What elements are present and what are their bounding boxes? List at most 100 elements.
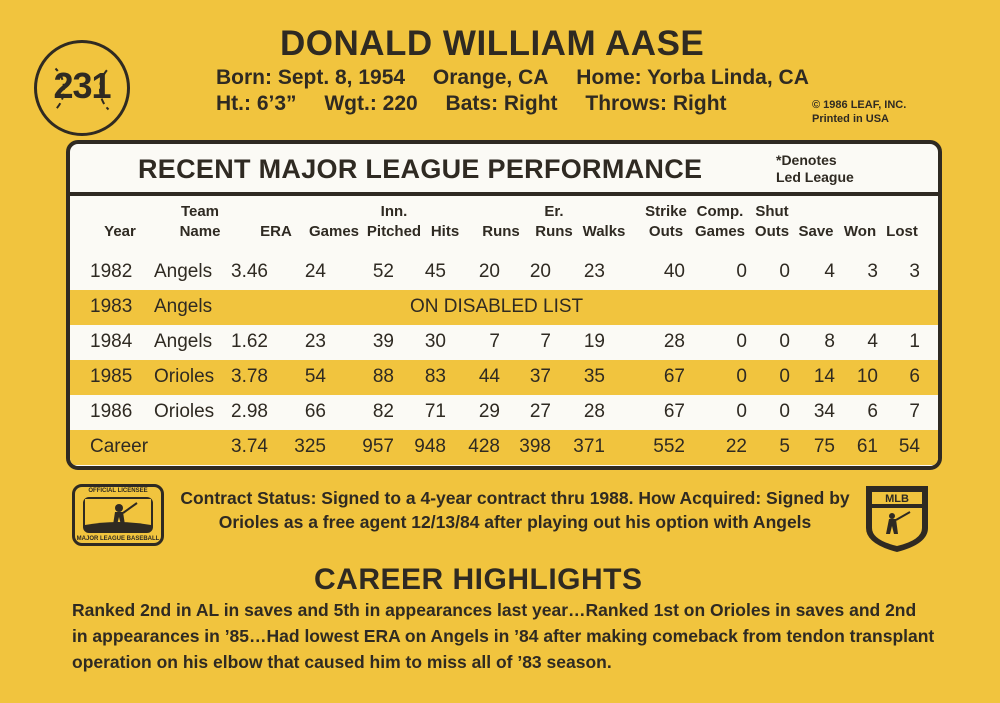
table-cell: 0 — [736, 401, 747, 422]
column-header-line-1: Team — [180, 203, 220, 220]
born: Born: Sept. 8, 1954 — [216, 66, 406, 89]
table-cell: Angels — [154, 261, 213, 282]
seam-right — [99, 59, 159, 119]
column-header-line-2: ERA — [260, 223, 292, 240]
column-header: Won — [820, 202, 900, 242]
table-cell: Orioles — [154, 366, 215, 387]
table-row: 1982 Angels 3.46 24 52 45 20 20 23 40 0 0 4 3 3 — [70, 255, 938, 290]
denotes-line: *Denotes — [776, 152, 837, 168]
table-cell: 1986 — [90, 401, 133, 422]
printed-line: Printed in USA — [812, 113, 890, 125]
table-cell: 66 — [304, 401, 326, 422]
column-header-line-1 — [80, 202, 160, 222]
highlights-text: Ranked 2nd in AL in saves and 5th in app… — [72, 600, 935, 672]
table-cell: 28 — [583, 401, 605, 422]
table-cell: 0 — [779, 331, 790, 352]
throws: Throws: Right — [585, 92, 727, 115]
table-cell: 5 — [779, 436, 790, 457]
table-row: 1984 Angels 1.62 23 39 30 7 7 19 28 0 0 8 4 1 — [70, 325, 938, 360]
table-cell: 35 — [583, 366, 605, 387]
table-cell: 30 — [424, 331, 446, 352]
table-row: Career 3.74 325 957 948 428 398 371 552 22 5 75 61 54 — [70, 430, 938, 465]
table-cell: 0 — [779, 261, 790, 282]
column-header: Strike Outs — [626, 202, 706, 242]
table-cell: 54 — [898, 436, 920, 457]
table-cell: 0 — [736, 331, 747, 352]
table-cell: 20 — [478, 261, 500, 282]
column-header: Runs — [461, 202, 541, 242]
table-cell: 82 — [372, 401, 394, 422]
table-cell: Career — [90, 436, 149, 457]
table-cell: 23 — [583, 261, 605, 282]
column-header: ERA — [236, 202, 316, 242]
column-header-line-1: Er. — [544, 203, 564, 220]
table-cell: 0 — [736, 366, 747, 387]
table-cell: 14 — [813, 366, 835, 387]
copyright: © 1986 LEAF, INC. Printed in USA — [812, 98, 906, 126]
table-cell: 39 — [372, 331, 394, 352]
bio-line-1: Born: Sept. 8, 1954 Orange, CA Home: Yor… — [216, 66, 831, 90]
table-cell: 61 — [856, 436, 878, 457]
table-cell: 7 — [540, 331, 551, 352]
column-header-line-2: Runs — [535, 223, 573, 240]
table-cell: 88 — [372, 366, 394, 387]
column-header-line-2: Outs — [754, 223, 790, 240]
column-header-line-2: Won — [843, 223, 877, 240]
table-cell: 3.78 — [231, 366, 268, 387]
table-cell: 325 — [294, 436, 326, 457]
table-cell: 0 — [736, 261, 747, 282]
table-cell: 10 — [856, 366, 878, 387]
column-header-line-2: Hits — [430, 223, 460, 240]
disabled-list-note: ON DISABLED LIST — [410, 296, 584, 317]
table-cell: Angels — [154, 331, 213, 352]
column-header-line-2: Pitched — [366, 223, 422, 240]
birthplace: Orange, CA — [432, 66, 549, 89]
column-header-line-2: Name — [179, 223, 221, 240]
table-cell: Orioles — [154, 401, 215, 422]
table-cell: 45 — [424, 261, 446, 282]
mlb-logo-top: OFFICIAL LICENSEE — [88, 488, 148, 494]
player-name: DONALD WILLIAM AASE — [280, 24, 705, 63]
table-cell: 75 — [813, 436, 835, 457]
table-cell: 1983 — [90, 296, 133, 317]
table-cell: 67 — [663, 401, 685, 422]
table-cell: 1985 — [90, 366, 133, 387]
table-cell: 34 — [813, 401, 835, 422]
weight: Wgt.: 220 — [324, 92, 418, 115]
mlbpa-logo: MLB — [862, 484, 932, 554]
table-cell: 2.98 — [231, 401, 268, 422]
table-cell: 4 — [824, 261, 835, 282]
table-cell: 1 — [909, 331, 920, 352]
column-header: Er. Runs — [514, 202, 594, 242]
seam-left — [5, 59, 65, 119]
column-header: Team Name — [160, 202, 240, 242]
table-cell: 22 — [725, 436, 747, 457]
table-cell: 27 — [529, 401, 551, 422]
card-number: 231 — [53, 65, 111, 106]
column-header: Hits — [405, 202, 485, 242]
column-header-line-2: Walks — [582, 223, 626, 240]
table-cell: Angels — [154, 296, 213, 317]
column-header: Games — [294, 202, 374, 242]
column-header: Inn. Pitched — [354, 202, 434, 242]
table-cell: 3 — [867, 261, 878, 282]
baseball-icon: 231 — [34, 40, 130, 136]
mlb-logo: OFFICIAL LICENSEE MAJOR LEAGUE BASEBALL — [72, 484, 164, 546]
table-cell: 6 — [867, 401, 878, 422]
table-row: 1986 Orioles 2.98 66 82 71 29 27 28 67 0 0 34 6 7 — [70, 395, 938, 430]
mlbpa-text: MLB — [885, 493, 909, 505]
table-cell: 8 — [824, 331, 835, 352]
column-header-line-2: Lost — [886, 223, 918, 240]
table-cell: 40 — [663, 261, 685, 282]
column-header: Shut Outs — [732, 202, 812, 242]
column-header-line-1: Comp. — [696, 203, 744, 220]
table-cell: 948 — [414, 436, 446, 457]
table-cell: 0 — [779, 401, 790, 422]
table-cell: 428 — [468, 436, 500, 457]
table-cell: 7 — [909, 401, 920, 422]
table-cell: 1.62 — [231, 331, 268, 352]
table-cell: 957 — [362, 436, 394, 457]
stats-title: RECENT MAJOR LEAGUE PERFORMANCE — [138, 154, 703, 184]
copyright-line: © 1986 LEAF, INC. — [812, 99, 907, 111]
